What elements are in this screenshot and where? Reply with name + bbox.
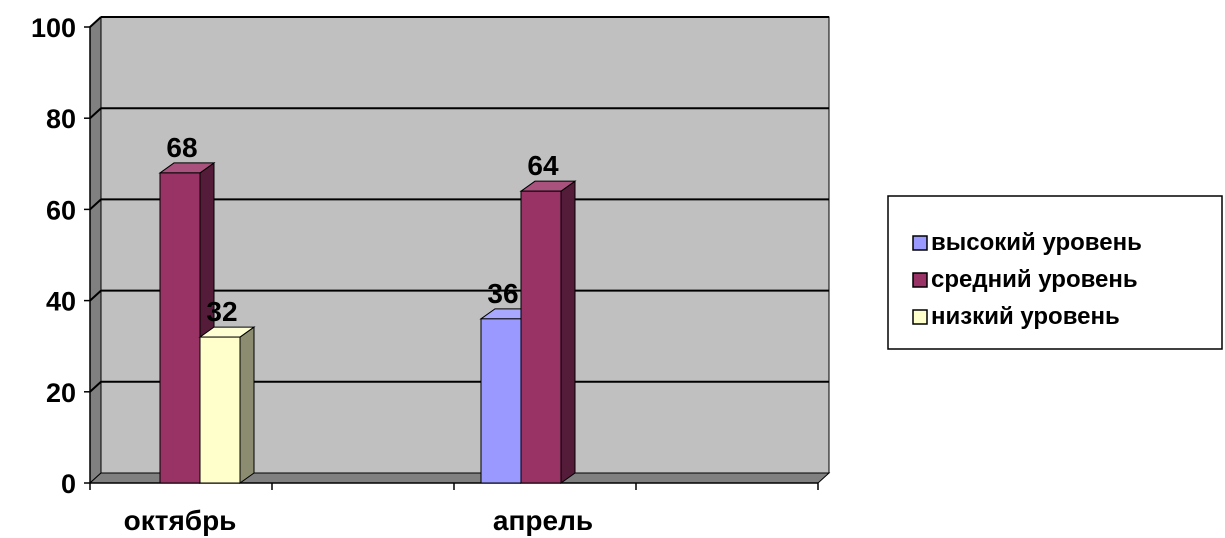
bar-side <box>239 326 255 484</box>
y-tick-label: 60 <box>46 195 76 225</box>
bars <box>158 161 577 484</box>
gridline-side <box>89 381 102 393</box>
bar-front <box>520 190 562 484</box>
y-tick-label: 100 <box>31 13 76 43</box>
bar-october-medium <box>158 161 216 484</box>
gridline-side <box>89 107 102 119</box>
gridline-side <box>89 289 102 302</box>
side-wall <box>89 15 102 485</box>
legend: высокий уровень средний уровень низкий уро… <box>887 195 1223 350</box>
data-label: 36 <box>487 278 518 309</box>
legend-item-label: высокий уровень <box>931 229 1142 256</box>
x-category-label: октябрь <box>124 505 237 536</box>
data-label: 32 <box>206 296 237 327</box>
x-axis: октябрь апрель <box>89 482 819 536</box>
gridline-side <box>89 198 102 211</box>
data-label: 64 <box>527 150 559 181</box>
bar-april-medium <box>519 180 577 484</box>
gridline-side <box>89 16 102 28</box>
legend-swatch <box>912 235 928 251</box>
y-tick-label: 0 <box>61 469 76 499</box>
data-label: 68 <box>166 132 197 163</box>
bar-front <box>199 336 241 484</box>
legend-swatch <box>912 309 928 325</box>
bar-october-low <box>198 326 256 484</box>
legend-swatch <box>912 272 928 288</box>
x-category-label: апрель <box>493 505 593 536</box>
bar-front <box>159 172 201 484</box>
data-labels: 68 32 36 64 <box>166 132 559 327</box>
y-axis: 0 20 40 60 80 100 <box>31 13 91 499</box>
y-tick-label: 80 <box>46 104 76 134</box>
legend-item-label: средний уровень <box>931 266 1138 293</box>
y-tick-label: 20 <box>46 378 76 408</box>
legend-item-label: низкий уровень <box>931 303 1120 330</box>
bar-front <box>480 318 522 484</box>
legend-box <box>887 195 1223 350</box>
y-tick-label: 40 <box>46 287 76 317</box>
bar-side <box>560 180 576 484</box>
